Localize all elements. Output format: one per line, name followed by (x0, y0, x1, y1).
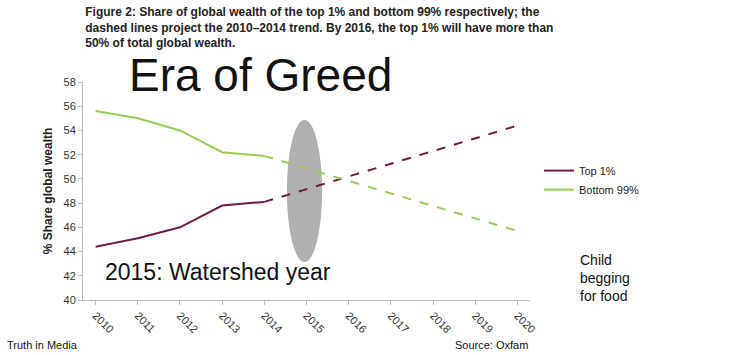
svg-text:Bottom 99%: Bottom 99% (579, 184, 639, 196)
svg-text:2016: 2016 (343, 310, 369, 336)
svg-text:2012: 2012 (175, 310, 201, 336)
svg-text:2015: 2015 (301, 310, 327, 336)
svg-text:2019: 2019 (470, 310, 496, 336)
svg-text:54: 54 (64, 124, 76, 136)
svg-text:46: 46 (64, 221, 76, 233)
svg-text:48: 48 (64, 197, 76, 209)
svg-text:Era of Greed: Era of Greed (129, 49, 392, 101)
svg-text:2020: 2020 (512, 310, 538, 336)
svg-text:40: 40 (64, 294, 76, 306)
svg-text:44: 44 (64, 245, 76, 257)
svg-text:Source: Oxfam: Source: Oxfam (455, 339, 528, 351)
svg-text:52: 52 (64, 149, 76, 161)
svg-text:2017: 2017 (386, 310, 412, 336)
svg-text:56: 56 (64, 100, 76, 112)
svg-text:2015: Watershed year: 2015: Watershed year (105, 259, 331, 285)
svg-text:2011: 2011 (133, 310, 158, 335)
svg-text:2013: 2013 (217, 310, 243, 336)
svg-text:Childbeggingfor food: Childbeggingfor food (580, 252, 630, 304)
svg-text:Figure 2: Share of global weal: Figure 2: Share of global wealth of the … (85, 5, 553, 50)
svg-text:Truth in Media: Truth in Media (7, 339, 78, 351)
svg-text:Top 1%: Top 1% (579, 165, 616, 177)
svg-text:50: 50 (64, 173, 76, 185)
svg-text:% Share global wealth: % Share global wealth (41, 128, 55, 255)
svg-text:2010: 2010 (90, 310, 116, 336)
svg-text:58: 58 (64, 76, 76, 88)
svg-text:42: 42 (64, 270, 76, 282)
svg-text:2018: 2018 (428, 310, 454, 336)
svg-text:2014: 2014 (259, 310, 285, 336)
